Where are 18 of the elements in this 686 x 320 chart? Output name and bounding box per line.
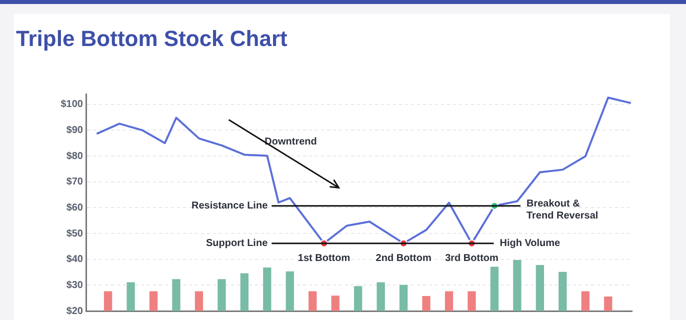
y-tick-label: $70 [66,176,84,188]
y-tick-label: $60 [66,202,84,214]
y-tick-label: $30 [66,280,84,291]
chart-title: Triple Bottom Stock Chart [16,26,288,52]
annotation: Breakout & Trend Reversal [526,198,598,222]
annotation: 3rd Bottom [445,253,499,264]
y-tick-label: $40 [66,254,84,266]
y-tick-label: $50 [66,228,84,240]
y-tick-label: $100 [60,99,84,110]
y-tick-label: $90 [66,124,84,136]
ref-line-label: Support Line [206,238,268,250]
ref-line-label: Resistance Line [191,200,268,212]
y-tick-label: $80 [66,150,84,162]
y-tick-label: $20 [66,306,84,317]
annotation: 2nd Bottom [376,253,432,264]
annotation: 1st Bottom [298,253,350,264]
annotation: Downtrend [264,136,317,148]
annotation: High Volume [500,238,561,250]
